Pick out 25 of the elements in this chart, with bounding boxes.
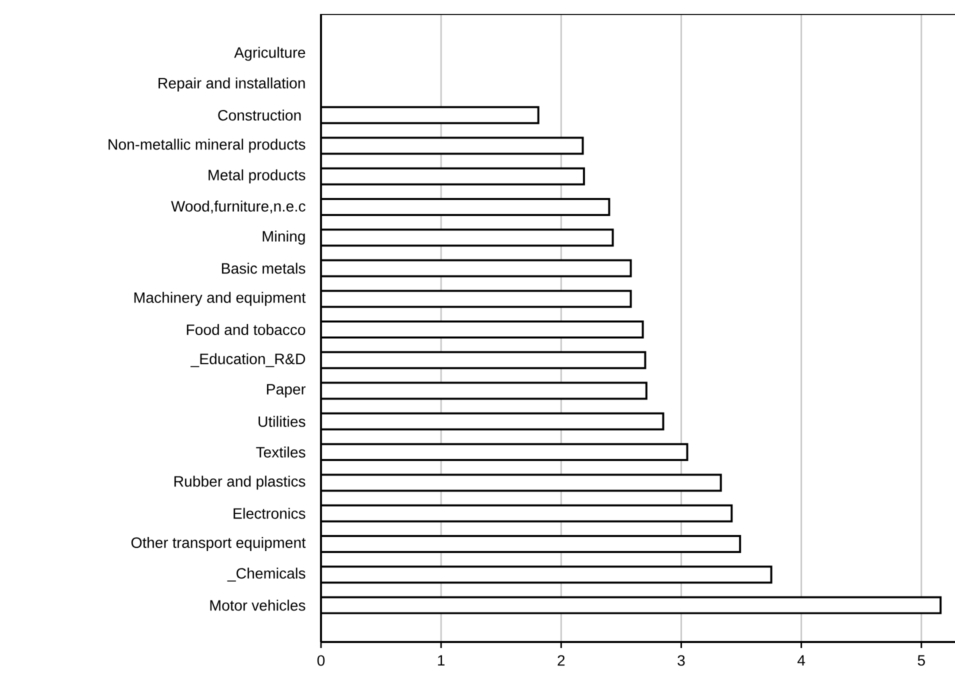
y-tick-label: Construction xyxy=(218,110,301,121)
y-tick-label: Food and tobacco xyxy=(186,324,306,336)
y-tick-label: _Education_R&D xyxy=(190,353,306,368)
x-tick-label: 1 xyxy=(438,655,445,666)
y-tick-label: Basic metals xyxy=(222,262,306,274)
y-tick-label: _Chemicals xyxy=(227,568,306,582)
x-tick-label: 5 xyxy=(918,655,925,666)
y-tick-label: Metal products xyxy=(208,169,306,184)
y-tick-label: Wood,furniture,n.e.c xyxy=(171,200,306,214)
y-tick-label: Motor vehicles xyxy=(210,600,306,611)
x-tick-label: 3 xyxy=(678,655,685,666)
y-tick-label: Textiles xyxy=(256,446,306,458)
x-tick-label: 2 xyxy=(558,655,565,666)
x-tick-label: 0 xyxy=(317,655,325,666)
y-tick-label: Non-metallic mineral products xyxy=(108,138,306,153)
x-tick-label: 4 xyxy=(797,655,806,666)
y-tick-label: Rubber and plastics xyxy=(174,476,306,490)
y-tick-label: Mining xyxy=(262,230,305,245)
y-tick-label: Other transport equipment xyxy=(131,536,306,551)
y-tick-label: Agriculture xyxy=(234,46,306,61)
y-tick-label: Repair and installation xyxy=(158,77,305,92)
y-tick-label: Machinery and equipment xyxy=(134,292,306,306)
y-tick-label: Electronics xyxy=(234,508,306,519)
y-tick-label: Paper xyxy=(267,384,306,398)
y-tick-label: Utilities xyxy=(258,416,306,427)
